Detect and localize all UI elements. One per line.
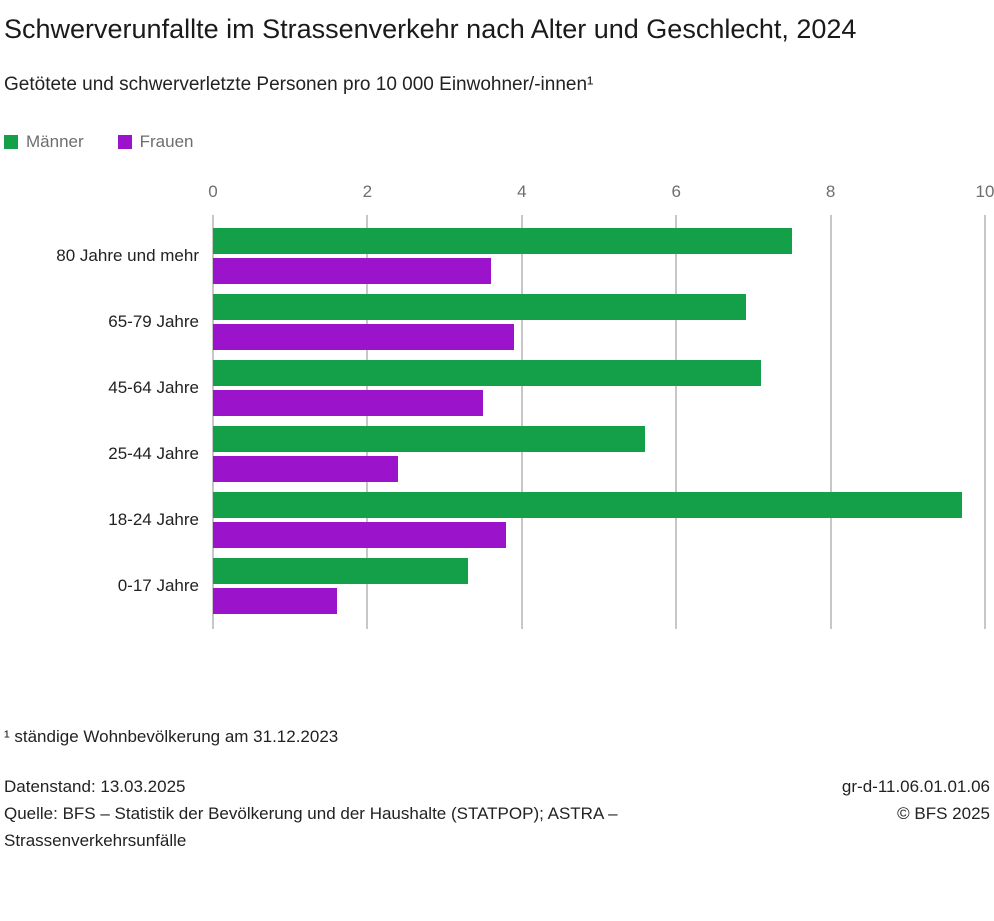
bar-männer <box>213 492 962 518</box>
bar-männer <box>213 558 468 584</box>
legend-swatch-männer <box>4 135 18 149</box>
x-tick-label: 2 <box>362 182 373 201</box>
bar-frauen <box>213 456 399 482</box>
category-label: 0-17 Jahre <box>117 576 199 595</box>
gridline <box>984 215 986 629</box>
gridline <box>830 215 832 629</box>
category-label: 45-64 Jahre <box>108 378 199 397</box>
bar-frauen <box>213 390 484 416</box>
footnote: ¹ ständige Wohnbevölkerung am 31.12.2023 <box>4 727 339 746</box>
category-label: 80 Jahre und mehr <box>56 246 199 265</box>
bar-frauen <box>213 258 491 284</box>
bar-männer <box>213 294 746 320</box>
bar-group: 65-79 Jahre <box>108 289 985 355</box>
category-label: 25-44 Jahre <box>108 444 199 463</box>
x-tick-label: 4 <box>517 182 527 201</box>
legend-item-männer: Männer <box>4 132 84 152</box>
bar-group: 25-44 Jahre <box>108 421 985 487</box>
bar-männer <box>213 360 762 386</box>
gridline <box>675 215 677 629</box>
chart-code: gr-d-11.06.01.01.06 <box>841 777 990 796</box>
bar-männer <box>213 426 646 452</box>
x-tick-label: 0 <box>208 182 218 201</box>
gridline <box>212 215 214 629</box>
bar-groups: 80 Jahre und mehr 65-79 Jahre 45-64 Jahre 2… <box>56 215 985 627</box>
footer-left: Datenstand: 13.03.2025 Quelle: BFS – Sta… <box>4 773 739 854</box>
legend-label: Männer <box>26 132 84 151</box>
plot-area: 80 Jahre und mehr 65-79 Jahre 45-64 Jahre 2… <box>56 215 986 629</box>
chart-subtitle: Getötete und schwerverletzte Personen pr… <box>4 74 594 95</box>
chart-title: Schwerverunfallte im Strassenverkehr nac… <box>4 14 857 44</box>
footer: Datenstand: 13.03.2025 Quelle: BFS – Sta… <box>4 773 990 854</box>
x-tick-label: 10 <box>975 182 994 201</box>
data-status: Datenstand: 13.03.2025 <box>4 777 186 796</box>
source: Quelle: BFS – Statistik der Bevölkerung … <box>4 804 618 850</box>
copyright: © BFS 2025 <box>897 804 990 823</box>
bar-frauen <box>213 324 515 350</box>
x-axis: 0 2 4 6 8 10 <box>208 182 994 202</box>
gridline <box>366 215 368 629</box>
gridline <box>521 215 523 629</box>
x-tick-label: 8 <box>825 182 836 201</box>
footer-right: gr-d-11.06.01.01.06 © BFS 2025 <box>842 773 990 827</box>
category-label: 18-24 Jahre <box>108 510 199 529</box>
bar-group: 80 Jahre und mehr <box>56 223 985 289</box>
bar-group: 0-17 Jahre <box>118 553 985 619</box>
legend-swatch-frauen <box>117 135 132 149</box>
legend-label: Frauen <box>139 132 194 151</box>
legend: Männer Frauen <box>4 132 990 152</box>
bar-frauen <box>213 588 337 614</box>
x-tick-label: 6 <box>671 182 681 201</box>
bar-männer <box>213 228 792 254</box>
chart: 0 2 4 6 8 10 80 Jahre und mehr 65-79 Jahre 45-6… <box>4 182 994 629</box>
category-label: 65-79 Jahre <box>108 312 199 331</box>
bar-group: 45-64 Jahre <box>108 355 985 421</box>
legend-item-frauen: Frauen <box>117 132 194 152</box>
bar-group: 18-24 Jahre <box>108 487 985 553</box>
bar-frauen <box>213 522 507 548</box>
